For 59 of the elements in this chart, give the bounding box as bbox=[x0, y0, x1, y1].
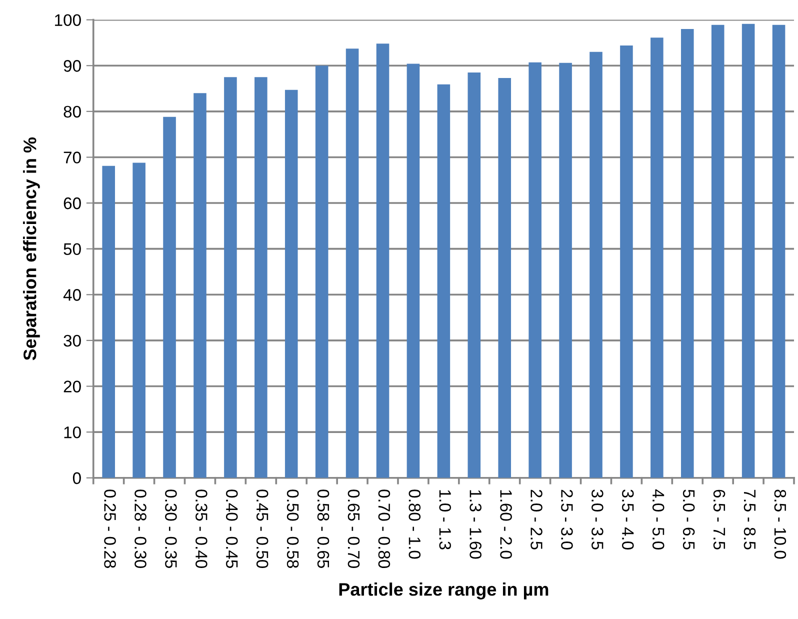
bar bbox=[406, 64, 420, 478]
x-tick-label: 5.0 - 6.5 bbox=[682, 490, 695, 550]
x-tick-label: 1.0 - 1.3 bbox=[439, 490, 452, 550]
y-tick-label: 30 bbox=[64, 334, 81, 347]
bar bbox=[254, 77, 268, 478]
x-tick-label: 0.28 - 0.30 bbox=[134, 490, 146, 568]
y-tick-label: 100 bbox=[55, 14, 81, 26]
bar bbox=[498, 78, 512, 478]
x-tick-label: 0.65 - 0.70 bbox=[348, 490, 360, 568]
y-tick-label: 40 bbox=[63, 289, 81, 301]
bar bbox=[772, 24, 786, 478]
bar bbox=[742, 24, 755, 478]
bar bbox=[346, 48, 359, 478]
y-tick-label: 0 bbox=[72, 472, 81, 484]
bar bbox=[284, 90, 298, 478]
x-tick-label: 3.5 - 4.0 bbox=[622, 490, 634, 550]
bar bbox=[559, 62, 572, 478]
bar bbox=[680, 28, 694, 478]
bar bbox=[620, 45, 633, 478]
x-tick-label: 0.35 - 0.40 bbox=[196, 490, 208, 568]
y-tick-label: 70 bbox=[64, 152, 81, 164]
y-tick-label: 10 bbox=[64, 426, 81, 438]
y-tick-label: 50 bbox=[64, 243, 81, 256]
x-tick-label: 0.70 - 0.80 bbox=[378, 490, 390, 568]
y-tick-label: 80 bbox=[64, 106, 81, 118]
bar bbox=[194, 93, 206, 478]
x-tick-label: 0.40 - 0.45 bbox=[226, 490, 238, 568]
y-tick-label: 20 bbox=[64, 380, 81, 392]
bar bbox=[437, 84, 450, 478]
x-tick-label: 1.3 - 1.60 bbox=[470, 490, 482, 559]
x-tick-label: 0.30 - 0.35 bbox=[165, 490, 177, 568]
x-tick-label: 0.50 - 0.58 bbox=[286, 490, 299, 568]
bar bbox=[650, 38, 664, 478]
x-tick-label: 1.60 - 2.0 bbox=[500, 490, 512, 559]
x-tick-label: 2.0 - 2.5 bbox=[530, 490, 542, 550]
bar bbox=[376, 44, 390, 478]
y-tick-label: 60 bbox=[64, 197, 81, 210]
x-tick-label: 3.0 - 3.5 bbox=[592, 490, 604, 550]
x-tick-label: 0.80 - 1.0 bbox=[408, 490, 421, 559]
x-tick-label: 0.58 - 0.65 bbox=[317, 490, 330, 568]
x-axis-title: Particle size range in µm bbox=[339, 582, 548, 600]
bar bbox=[163, 116, 176, 478]
bar bbox=[315, 66, 328, 478]
bar bbox=[528, 62, 542, 478]
y-axis-title: Separation efficiency in % bbox=[23, 137, 40, 360]
x-tick-label: 4.0 - 5.0 bbox=[652, 489, 664, 550]
bar bbox=[468, 72, 481, 478]
x-tick-label: 0.45 - 0.50 bbox=[256, 490, 268, 568]
x-tick-label: 2.5 - 3.0 bbox=[561, 490, 573, 550]
bar bbox=[102, 166, 115, 478]
bar bbox=[224, 77, 237, 478]
x-tick-label: 0.25 - 0.28 bbox=[104, 490, 116, 568]
x-tick-label: 6.5 - 7.5 bbox=[713, 490, 726, 550]
y-tick-label: 90 bbox=[64, 60, 81, 72]
x-tick-label: 7.5 - 8.5 bbox=[744, 490, 756, 550]
bar bbox=[711, 24, 724, 478]
bar bbox=[132, 162, 146, 478]
x-tick-label: 8.5 - 10.0 bbox=[774, 490, 786, 559]
bar bbox=[590, 52, 602, 478]
